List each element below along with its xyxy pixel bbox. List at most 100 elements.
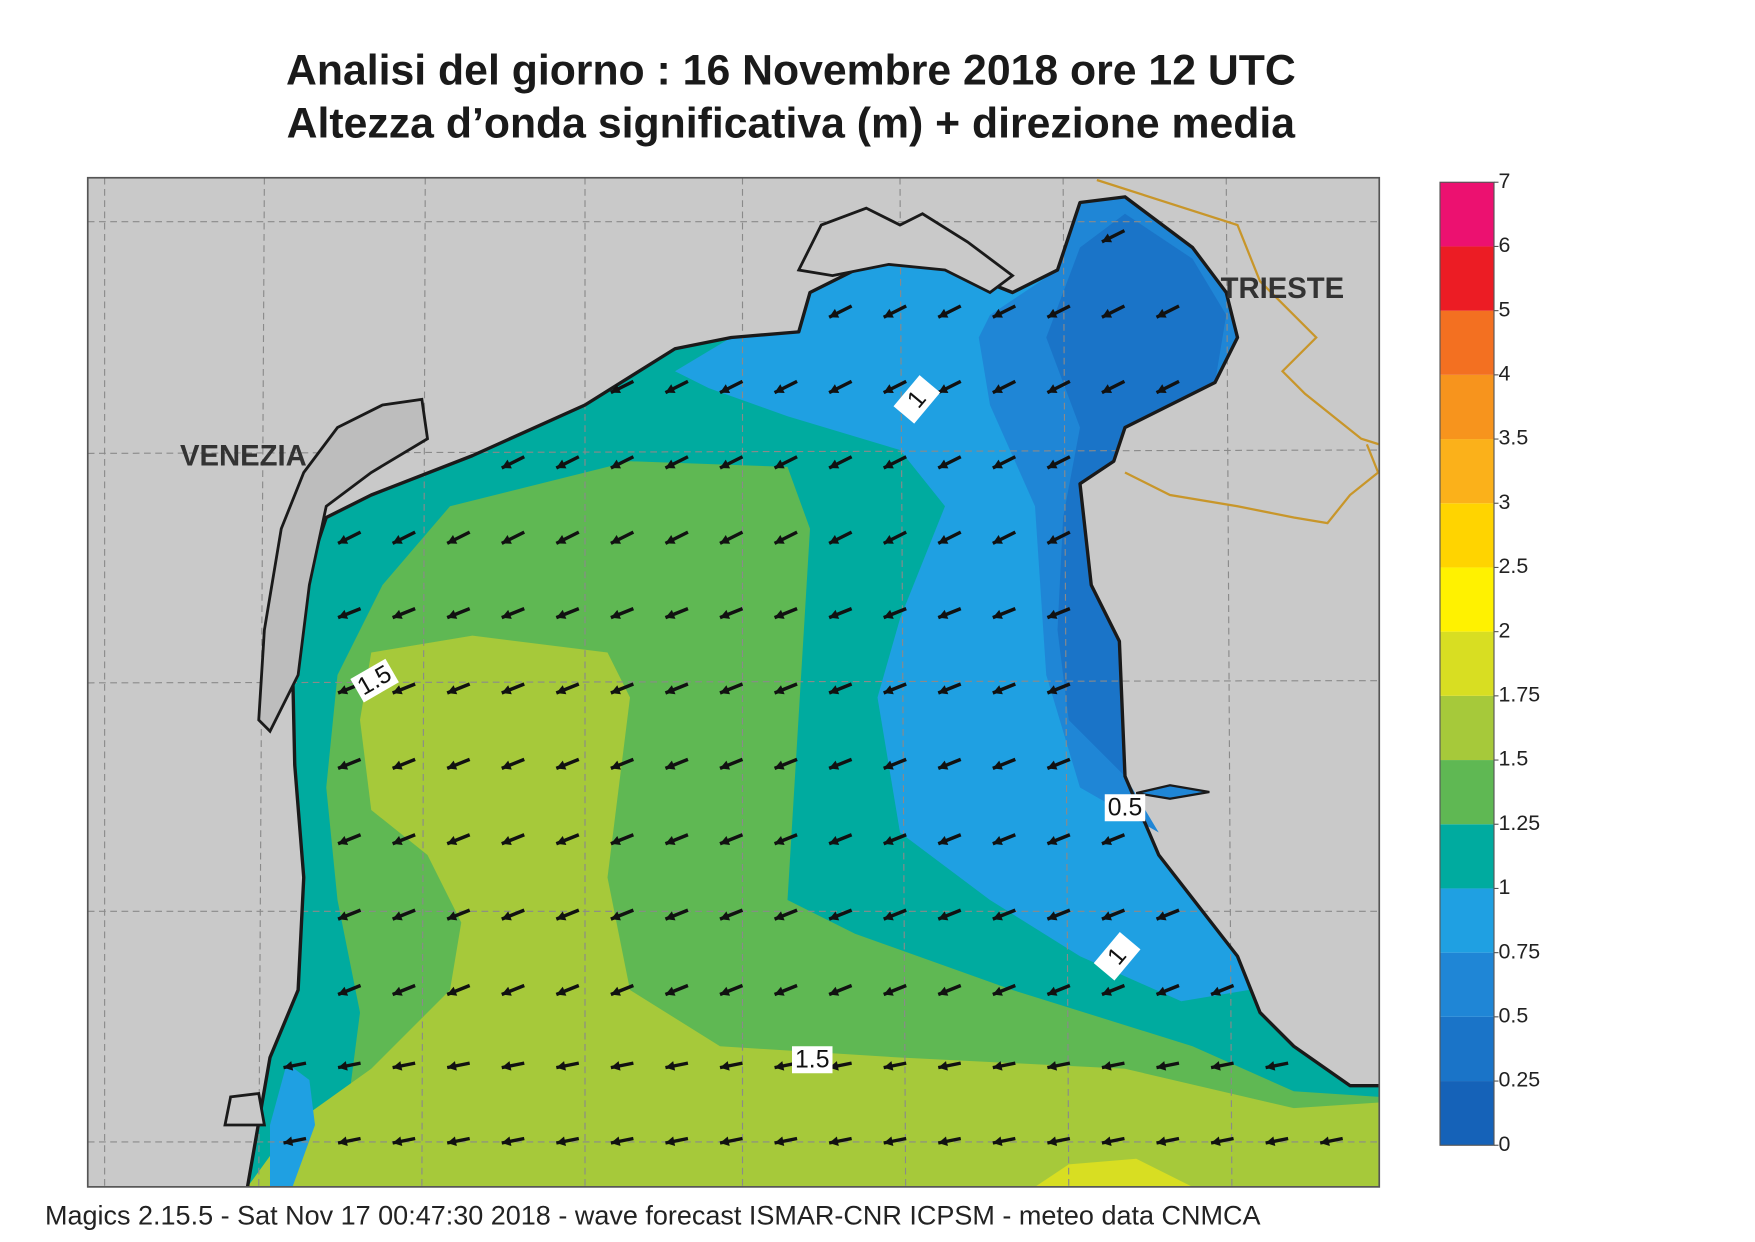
colorbar-label: 0.25 (1499, 1068, 1541, 1092)
arrow-head (665, 986, 676, 996)
arrow-head (501, 609, 512, 619)
arrow-head (938, 911, 949, 921)
city-label: TRIESTE (1221, 273, 1345, 305)
contour-label-box (1104, 794, 1146, 822)
arrow-head (392, 1136, 403, 1147)
sea-1.5-1.75 (247, 635, 1380, 1187)
arrow-head (938, 535, 949, 544)
arrow-head (883, 535, 894, 544)
arrow-head (447, 1061, 457, 1071)
arrow-head (556, 1061, 566, 1071)
arrow-head (338, 760, 349, 770)
contour-label: 1 (1093, 932, 1141, 981)
arrow-head (392, 685, 403, 695)
arrow-head (610, 609, 621, 619)
arrow-head (883, 986, 894, 996)
colorbar-band (1440, 567, 1494, 632)
arrow-head (447, 1136, 457, 1147)
istria-coast (796, 206, 1015, 295)
arrow-head (1047, 911, 1058, 921)
arrow-head (556, 986, 567, 996)
arrow-head (610, 1136, 621, 1147)
arrow-head (338, 535, 349, 544)
arrow-head (1047, 609, 1058, 619)
arrow-head (338, 1136, 348, 1147)
arrow-head (338, 911, 349, 921)
arrow-head (392, 986, 403, 996)
colorbar-band (1440, 310, 1494, 375)
arrow-head (665, 685, 676, 695)
arrow-head (1101, 384, 1113, 393)
contour-label: 1.5 (350, 658, 399, 703)
arrow-head (665, 911, 676, 921)
arrow-head (392, 535, 403, 544)
contour-label-text: 1.5 (795, 1046, 829, 1073)
colorbar-label: 2.5 (1499, 554, 1529, 578)
contour-label-box (893, 375, 941, 424)
arrow-head (774, 1061, 785, 1071)
arrow-head (392, 911, 403, 921)
colorbar-band (1440, 888, 1494, 953)
arrow-head (447, 685, 458, 695)
title-line-2: Altezza d’onda significativa (m) + direz… (287, 99, 1297, 147)
arrow-head (501, 685, 512, 695)
arrow-head (1156, 911, 1167, 921)
po-delta (223, 1091, 267, 1127)
arrow-head (501, 459, 512, 469)
arrow-head (338, 835, 349, 845)
inlet (1135, 784, 1210, 800)
arrow-head (1156, 384, 1167, 393)
arrow-head (774, 986, 785, 996)
arrow-head (774, 384, 785, 393)
arrow-head (447, 609, 458, 619)
arrow-head (1047, 384, 1058, 393)
arrow-head (1101, 308, 1113, 318)
arrow-head (883, 685, 894, 695)
arrow-head (720, 459, 731, 469)
arrow-head (447, 835, 458, 845)
arrow-head (938, 308, 949, 318)
colorbar-label: 0 (1499, 1132, 1511, 1156)
colorbar-band (1440, 439, 1494, 504)
lagoon-water (270, 1063, 315, 1187)
arrow-head (1047, 685, 1058, 695)
arrow-head (938, 986, 949, 996)
arrow-head (774, 685, 785, 695)
arrow-head (774, 535, 785, 544)
arrow-head (774, 835, 785, 845)
contour-label-box (350, 658, 399, 703)
colorbar-band (1440, 631, 1494, 696)
arrow-head (992, 911, 1003, 921)
arrow-head (1047, 986, 1058, 996)
colorbar-label: 1.25 (1499, 811, 1541, 835)
city-label: VENEZIA (180, 441, 307, 473)
arrow-head (938, 609, 949, 619)
colorbar-band (1440, 1016, 1494, 1082)
arrow-head (283, 1061, 294, 1071)
arrow-head (720, 986, 731, 996)
arrow-head (665, 835, 676, 845)
arrow-head (610, 986, 621, 996)
arrow-head (610, 1061, 621, 1071)
arrow-head (1156, 986, 1167, 996)
arrow-head (992, 459, 1003, 469)
colorbar-band (1440, 246, 1494, 311)
arrow-head (720, 384, 731, 393)
arrow-head (665, 384, 676, 393)
arrow-head (720, 1061, 730, 1071)
arrow-head (610, 685, 621, 695)
arrow-head (992, 1136, 1003, 1147)
colorbar-label: 1 (1499, 875, 1511, 899)
arrow-head (829, 308, 840, 318)
arrow-head (338, 986, 349, 996)
arrow-head (610, 535, 621, 544)
sea-1.75-2 (1035, 1158, 1193, 1187)
arrow-head (1047, 459, 1058, 469)
arrow-head (1047, 760, 1058, 770)
arrow-head (392, 760, 403, 770)
colorbar-label: 1.5 (1499, 747, 1529, 771)
arrow-head (556, 760, 567, 770)
colorbar: 0 0.25 0.5 0.75 1 1.25 1.5 1.75 2 2.5 3 3.5 4 5 6 7 (1439, 169, 1541, 1156)
arrow-head (501, 760, 512, 770)
